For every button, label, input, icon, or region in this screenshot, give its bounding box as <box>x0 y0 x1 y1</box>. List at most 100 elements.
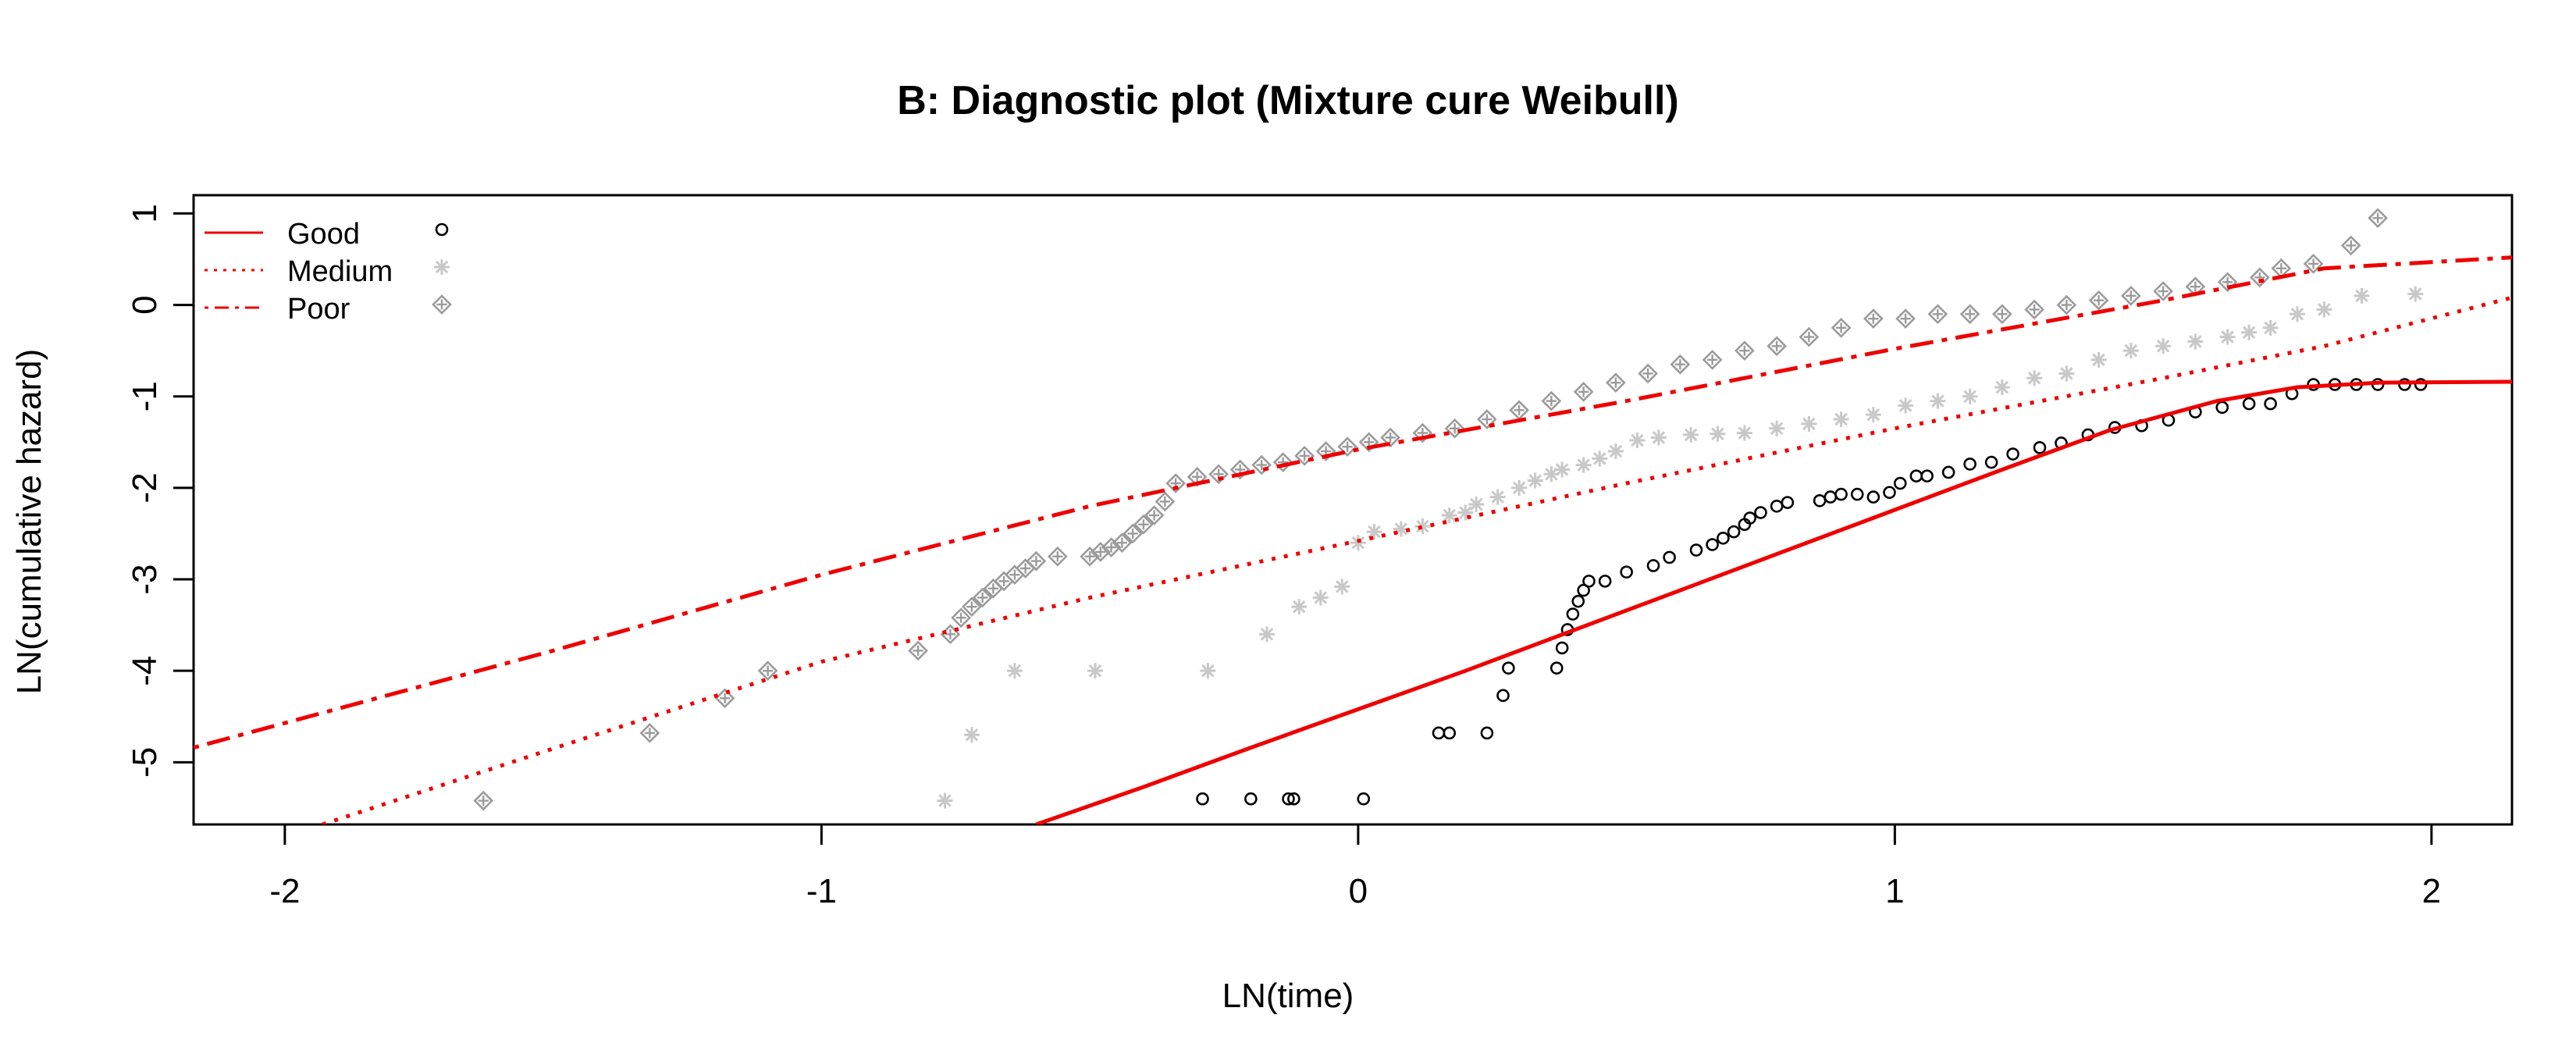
data-point <box>2026 370 2043 386</box>
data-point <box>1441 507 1457 524</box>
legend-label-medium: Medium <box>287 255 393 288</box>
data-point <box>1048 546 1068 567</box>
data-point <box>972 587 993 608</box>
data-point <box>1380 427 1400 448</box>
data-point <box>639 723 660 743</box>
data-point <box>1509 400 1529 421</box>
data-point <box>1962 388 1978 404</box>
data-point <box>1606 372 1626 393</box>
data-point <box>1727 525 1741 539</box>
data-point <box>2006 447 2019 461</box>
data-point <box>1706 538 1719 551</box>
data-point <box>1511 479 1528 496</box>
data-point <box>2215 401 2229 415</box>
y-axis-label: LN(cumulative hazard) <box>10 349 48 695</box>
plot-area <box>192 194 2514 826</box>
y-tick-label: -4 <box>126 656 164 686</box>
x-axis: -2 -1 0 1 2 <box>269 824 2441 910</box>
data-point <box>757 661 778 682</box>
data-point <box>1959 304 1980 325</box>
data-point <box>1366 524 1382 540</box>
data-point <box>1769 420 1785 436</box>
data-point <box>1444 418 1465 439</box>
fit-line-medium <box>322 295 2512 824</box>
data-point <box>2219 329 2236 345</box>
data-point <box>1646 559 1660 572</box>
data-point <box>1823 490 1838 504</box>
data-point <box>1683 426 1699 443</box>
data-point <box>1312 589 1329 606</box>
data-point <box>1480 726 1494 740</box>
data-point <box>1414 518 1431 535</box>
data-point <box>1566 607 1580 621</box>
y-axis: -5 -4 -3 -2 -1 0 1 <box>126 204 194 778</box>
data-point <box>1992 304 2012 325</box>
data-point <box>1006 663 1023 679</box>
data-point <box>1670 354 1691 375</box>
data-point <box>1834 487 1848 501</box>
data-point <box>1582 575 1596 588</box>
x-tick-label: -2 <box>269 872 300 910</box>
data-point <box>1629 432 1646 448</box>
data-point <box>1443 726 1457 740</box>
data-point <box>2088 290 2109 311</box>
data-point <box>1767 336 1787 357</box>
data-point <box>1735 340 1755 361</box>
data-point <box>1799 326 1820 347</box>
data-point <box>1736 425 1752 441</box>
data-point <box>432 294 452 315</box>
data-point <box>714 688 735 709</box>
data-point <box>1754 506 1767 519</box>
data-point <box>962 596 982 618</box>
data-point <box>2290 306 2305 322</box>
data-point <box>1963 458 1976 471</box>
x-tick-label: 1 <box>1885 872 1904 910</box>
data-point <box>2058 365 2075 382</box>
data-point <box>1080 546 1100 567</box>
data-point <box>1909 469 1923 482</box>
data-point <box>1927 304 1948 325</box>
data-point <box>1592 450 1608 467</box>
data-point <box>1468 496 1485 512</box>
plot-content <box>194 208 2512 824</box>
data-point <box>435 223 449 237</box>
data-point <box>1496 689 1510 703</box>
data-point <box>1155 491 1176 512</box>
data-point <box>1541 390 1562 411</box>
data-point <box>1710 426 1726 442</box>
data-point <box>1638 363 1658 384</box>
y-tick-label: 1 <box>126 204 164 223</box>
data-point <box>1717 532 1730 545</box>
data-point <box>2155 338 2172 354</box>
data-point <box>1334 579 1350 595</box>
data-point <box>1571 594 1585 608</box>
data-point <box>2264 397 2277 411</box>
data-point <box>1550 661 1564 675</box>
data-point <box>1489 489 1506 505</box>
data-point <box>1026 550 1047 572</box>
data-point <box>963 727 980 743</box>
x-tick-label: -1 <box>806 872 837 910</box>
y-tick-label: 0 <box>126 295 164 314</box>
data-point <box>1865 407 1881 423</box>
chart-title: B: Diagnostic plot (Mixture cure Weibull… <box>897 78 1679 123</box>
data-point <box>1196 792 1209 806</box>
data-point <box>1133 514 1154 535</box>
x-tick-label: 0 <box>1349 872 1368 910</box>
data-point <box>937 792 953 809</box>
data-point <box>1144 505 1165 525</box>
data-point <box>1866 490 1880 504</box>
data-point <box>1743 511 1757 525</box>
data-point <box>1087 663 1103 679</box>
data-point <box>1282 792 1295 806</box>
data-point <box>1663 550 1676 564</box>
data-point <box>2316 301 2332 318</box>
legend-label-good: Good <box>287 218 360 251</box>
data-point <box>2033 441 2047 454</box>
data-point <box>1527 472 1543 489</box>
data-point <box>1555 641 1569 655</box>
data-point <box>1898 397 1914 414</box>
data-point <box>1781 496 1795 509</box>
data-point <box>1200 663 1216 679</box>
